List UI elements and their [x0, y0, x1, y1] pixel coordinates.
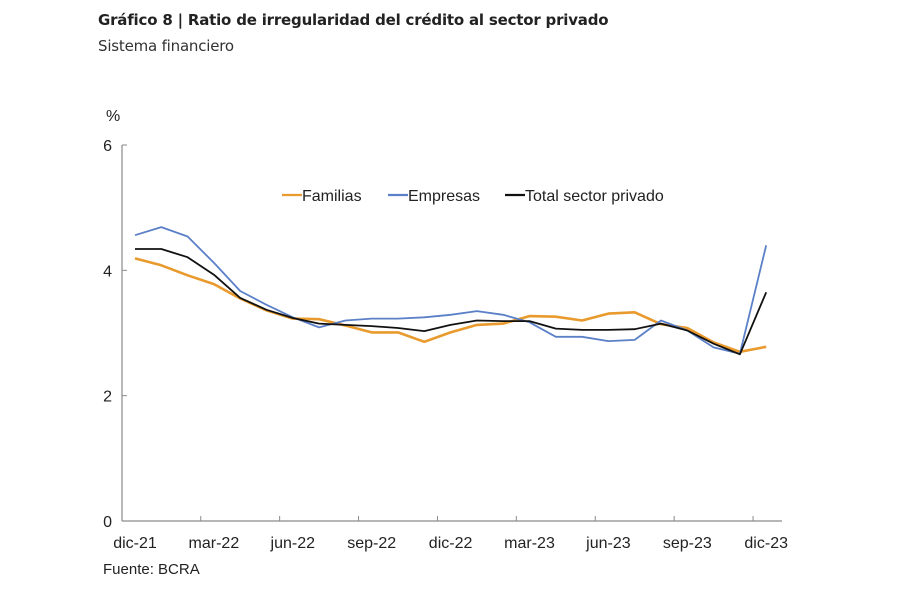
x-tick-label: sep-23 [663, 535, 712, 552]
series-lines [134, 226, 768, 356]
x-tick-label: mar-22 [189, 535, 240, 552]
y-axis-unit-label: % [106, 108, 120, 125]
series-line-empresas [134, 226, 768, 355]
legend-item: Empresas [388, 188, 480, 205]
legend: Familias Empresas Total sector privado [282, 188, 664, 205]
x-tick-label: dic-23 [744, 535, 788, 552]
y-tick-label: 4 [103, 263, 112, 280]
y-tick-label: 2 [103, 389, 112, 406]
legend-item: Familias [282, 188, 362, 205]
x-tick-label: dic-21 [113, 535, 157, 552]
axes: 0 2 4 6 dic-21 mar-22 jun-22 sep-22 dic-22 mar-23… [103, 138, 788, 552]
series-line-total-sector-privado [135, 248, 768, 356]
chart-title: Gráfico 8 | Ratio de irregularidad del c… [98, 11, 609, 29]
x-tick-label: sep-22 [347, 535, 396, 552]
x-tick-label: jun-23 [585, 535, 631, 552]
x-tick-label: mar-23 [504, 535, 555, 552]
series-line-familias [134, 257, 767, 354]
y-tick-label: 0 [103, 514, 112, 531]
legend-label: Total sector privado [525, 188, 664, 205]
legend-label: Empresas [408, 188, 480, 205]
legend-item: Total sector privado [505, 188, 664, 205]
legend-label: Familias [302, 188, 362, 205]
source-note: Fuente: BCRA [103, 561, 200, 578]
x-tick-label: dic-22 [429, 535, 473, 552]
chart-subtitle: Sistema financiero [98, 37, 234, 55]
x-tick-label: jun-22 [270, 535, 316, 552]
y-tick-label: 6 [103, 138, 112, 155]
